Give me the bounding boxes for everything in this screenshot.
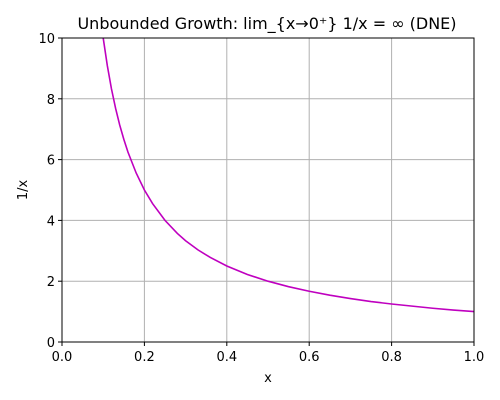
series-line-reciprocal xyxy=(102,37,475,313)
y-tick-label: 4 xyxy=(47,214,55,229)
y-tick-label: 8 xyxy=(47,93,55,108)
x-axis-label: x xyxy=(264,371,272,386)
x-tick-label: 1.0 xyxy=(464,350,485,365)
plot-frame xyxy=(61,37,475,343)
chart-title: Unbounded Growth: lim_{x→0⁺} 1/x = ∞ (DN… xyxy=(77,14,456,34)
y-axis-label: 1/x xyxy=(16,180,31,201)
x-tick-label: 0.0 xyxy=(52,350,73,365)
series-layer xyxy=(102,37,475,313)
x-tick-label: 0.8 xyxy=(381,350,402,365)
x-tick-label: 0.6 xyxy=(299,350,320,365)
y-tick-label: 2 xyxy=(47,275,55,290)
y-tick-label: 0 xyxy=(47,336,55,351)
ticks: 0.0 0.2 0.4 0.6 0.8 1.0 0 2 4 6 8 10 xyxy=(38,32,484,365)
y-tick-label: 6 xyxy=(47,154,55,169)
y-tick-label: 10 xyxy=(38,32,55,47)
x-tick-label: 0.4 xyxy=(216,350,237,365)
x-tick-label: 0.2 xyxy=(134,350,155,365)
grid xyxy=(61,37,475,343)
